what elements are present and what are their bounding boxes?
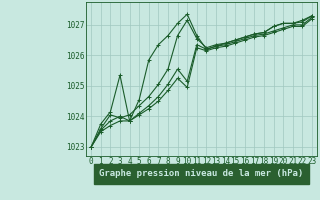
X-axis label: Graphe pression niveau de la mer (hPa): Graphe pression niveau de la mer (hPa) xyxy=(100,169,304,178)
